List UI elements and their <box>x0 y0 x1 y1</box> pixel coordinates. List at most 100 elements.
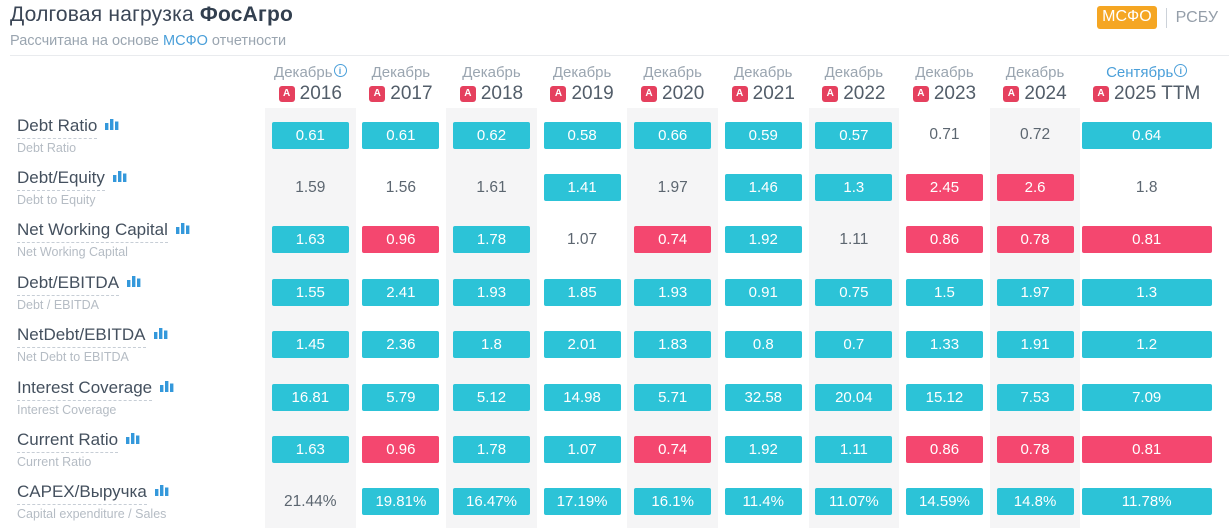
pdf-report-icon[interactable]: A <box>731 86 748 102</box>
bar-chart-icon[interactable] <box>175 221 191 239</box>
table-corner-cell <box>0 56 265 109</box>
value-text: 1.56 <box>385 178 416 196</box>
metrics-table: Декабрь i A 2016 Декабрь A 2017 Декабрь A 2018 Дек… <box>0 56 1229 528</box>
pdf-report-icon[interactable]: A <box>1093 86 1110 102</box>
bar-chart-icon[interactable] <box>153 326 169 344</box>
value-cell: 15.12 <box>899 371 990 423</box>
value-badge-good: 0.66 <box>634 121 712 149</box>
value-badge-good: 0.61 <box>271 121 349 149</box>
value-cell: 16.1% <box>627 476 718 528</box>
metric-label[interactable]: Interest Coverage <box>17 378 153 401</box>
metric-label[interactable]: Current Ratio <box>17 430 119 454</box>
value-cell: 17.19% <box>537 476 628 528</box>
value-badge-bad: 0.86 <box>905 436 983 464</box>
column-year-label: A 2017 <box>356 82 447 106</box>
value-text: 1.8 <box>1135 178 1158 196</box>
value-badge-good: 1.91 <box>996 331 1074 359</box>
value-cell: 0.72 <box>990 109 1081 161</box>
value-cell: 2.45 <box>899 161 990 213</box>
value-cell: 1.8 <box>446 319 537 371</box>
value-cell: 2.01 <box>537 319 628 371</box>
pdf-report-icon[interactable]: A <box>822 86 839 102</box>
bar-chart-icon[interactable] <box>126 431 141 449</box>
value-badge-good: 1.2 <box>1081 331 1212 359</box>
value-badge-good: 1.93 <box>634 278 712 306</box>
value-cell: 0.78 <box>990 423 1081 475</box>
metric-label[interactable]: NetDebt/EBITDA <box>17 325 146 349</box>
value-cell: 1.63 <box>265 214 356 266</box>
column-month-label: Декабрь <box>915 64 974 81</box>
value-badge-good: 1.78 <box>452 226 530 254</box>
pdf-report-icon[interactable]: A <box>459 86 476 102</box>
column-header-2019: Декабрь A 2019 <box>537 56 628 109</box>
value-cell: 16.81 <box>265 371 356 423</box>
value-badge-good: 1.63 <box>271 436 349 464</box>
info-icon[interactable]: i <box>1174 64 1188 77</box>
column-month-label: Декабрь <box>643 64 702 81</box>
value-badge-good: 15.12 <box>905 383 983 411</box>
metric-label[interactable]: Debt/EBITDA <box>17 273 120 296</box>
msfo-toggle-button[interactable]: МСФО <box>1097 6 1157 29</box>
metric-sublabel: Current Ratio <box>17 455 92 470</box>
value-cell: 1.83 <box>627 319 718 371</box>
column-year-label: A 2023 <box>899 82 990 106</box>
metric-row-label-2: Debt/Equity Debt to Equity <box>0 161 265 213</box>
metric-sublabel: Debt / EBITDA <box>17 297 99 312</box>
column-month-label: Декабрь <box>462 64 521 81</box>
value-cell: 0.81 <box>1080 423 1229 475</box>
pdf-report-icon[interactable]: A <box>912 86 929 102</box>
metric-sublabel: Capital expenditure / Sales <box>17 507 167 522</box>
bar-chart-icon[interactable] <box>105 117 120 135</box>
value-cell: 0.96 <box>356 423 447 475</box>
value-text: 1.59 <box>295 178 326 196</box>
msfo-link[interactable]: МСФО <box>163 33 208 49</box>
value-cell: 1.56 <box>356 161 447 213</box>
metric-label[interactable]: CAPEX/Выручка <box>17 482 147 506</box>
bar-chart-icon[interactable] <box>160 379 175 397</box>
metric-label[interactable]: Debt/Equity <box>17 168 105 192</box>
metric-row-label-3: Net Working Capital Net Working Capital <box>0 214 265 266</box>
pdf-report-icon[interactable]: A <box>550 86 567 102</box>
value-badge-good: 0.7 <box>815 331 893 359</box>
pdf-report-icon[interactable]: A <box>369 86 386 102</box>
year-text: 2023 <box>933 83 977 104</box>
rsbu-toggle-button[interactable]: РСБУ <box>1175 8 1218 26</box>
pdf-report-icon[interactable]: A <box>1003 86 1020 102</box>
value-badge-bad: 0.96 <box>362 226 440 254</box>
year-text: 2021 <box>752 83 795 104</box>
column-header-2024: Декабрь A 2024 <box>990 56 1081 109</box>
metric-label[interactable]: Net Working Capital <box>17 220 168 244</box>
bar-chart-icon[interactable] <box>127 274 142 292</box>
bar-chart-icon[interactable] <box>112 169 128 187</box>
column-header-2017: Декабрь A 2017 <box>356 56 447 109</box>
metric-label-line: Interest Coverage <box>17 378 175 401</box>
value-badge-good: 1.55 <box>271 278 349 306</box>
column-year-label: A 2020 <box>627 82 718 106</box>
value-badge-good: 14.59% <box>905 488 983 516</box>
value-badge-good: 1.46 <box>724 174 802 202</box>
info-icon[interactable]: i <box>333 64 347 77</box>
value-cell: 0.75 <box>809 266 900 318</box>
metric-label[interactable]: Debt Ratio <box>17 116 98 139</box>
metric-sublabel: Interest Coverage <box>17 402 117 417</box>
column-month-label: Сентябрь i <box>1080 63 1213 82</box>
value-cell: 0.64 <box>1080 109 1229 161</box>
value-badge-good: 11.07% <box>815 488 893 516</box>
metric-row-label-6: Interest Coverage Interest Coverage <box>0 371 265 423</box>
value-cell: 0.71 <box>899 109 990 161</box>
pdf-report-icon[interactable]: A <box>278 86 295 102</box>
pdf-report-icon[interactable]: A <box>641 86 658 102</box>
value-cell: 1.97 <box>990 266 1081 318</box>
value-cell: 0.86 <box>899 423 990 475</box>
value-badge-good: 5.12 <box>452 383 530 411</box>
value-badge-good: 11.4% <box>724 488 802 516</box>
value-cell: 14.8% <box>990 476 1081 528</box>
value-badge-good: 1.3 <box>815 174 893 202</box>
value-cell: 0.86 <box>899 214 990 266</box>
bar-chart-icon[interactable] <box>154 483 170 501</box>
value-badge-good: 16.47% <box>452 488 530 516</box>
value-text: 1.07 <box>566 230 598 248</box>
metric-row-label-1: Debt Ratio Debt Ratio <box>0 109 265 161</box>
value-cell: 7.09 <box>1080 371 1229 423</box>
